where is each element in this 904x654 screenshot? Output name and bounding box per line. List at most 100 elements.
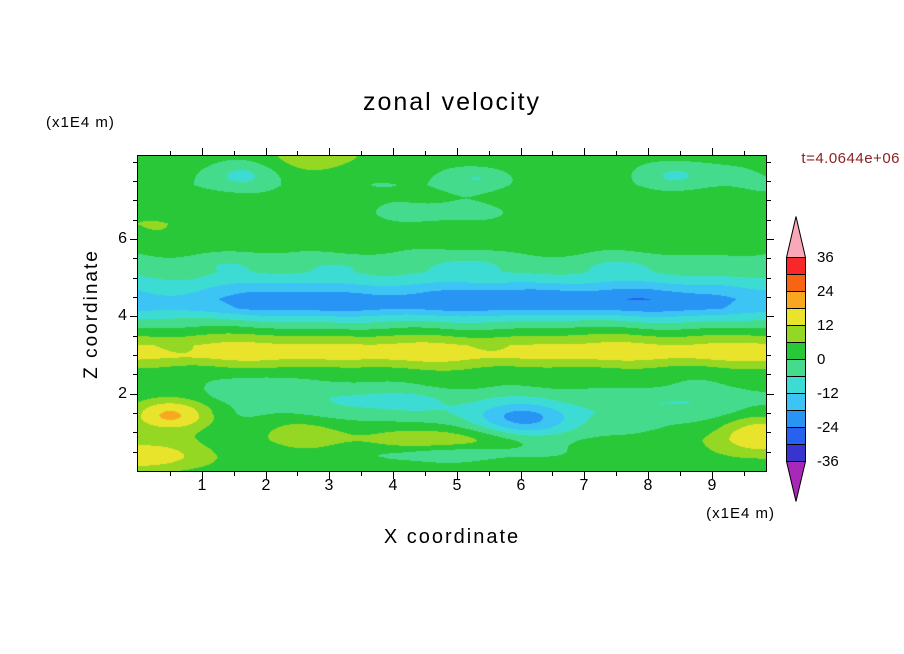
colorbar-cell — [786, 274, 806, 292]
z-tick — [767, 239, 774, 240]
x-tick — [266, 472, 267, 479]
colorbar-cell — [786, 325, 806, 343]
x-tick-label: 2 — [261, 477, 271, 494]
colorbar-cell — [786, 291, 806, 309]
z-tick — [133, 297, 137, 298]
x-tick-label: 1 — [197, 477, 207, 494]
x-tick — [202, 148, 203, 155]
colorbar-cell — [786, 410, 806, 428]
z-tick — [133, 374, 137, 375]
x-tick — [457, 472, 458, 479]
x-tick — [616, 151, 617, 155]
z-tick-label: 6 — [118, 230, 127, 247]
x-tick — [552, 472, 553, 476]
colorbar-cell — [786, 359, 806, 377]
x-tick — [297, 151, 298, 155]
z-tick — [133, 452, 137, 453]
x-tick-label: 5 — [452, 477, 462, 494]
z-tick — [133, 200, 137, 201]
x-tick — [170, 151, 171, 155]
x-tick — [680, 472, 681, 476]
z-tick — [767, 181, 771, 182]
chart-title: zonal velocity — [362, 88, 542, 116]
x-tick — [202, 472, 203, 479]
z-tick — [133, 162, 137, 163]
z-tick-label: 2 — [118, 385, 127, 402]
z-tick — [133, 413, 137, 414]
z-tick — [133, 355, 137, 356]
time-annotation: t=4.0644e+06 — [801, 150, 900, 167]
colorbar-over-arrow-icon — [785, 216, 807, 258]
x-tick — [297, 472, 298, 476]
z-tick — [133, 181, 137, 182]
colorbar-cell — [786, 427, 806, 445]
z-tick — [767, 162, 771, 163]
colorbar-cell — [786, 376, 806, 394]
colorbar-label: -36 — [817, 453, 839, 470]
plot-frame — [137, 155, 767, 472]
colorbar-label: -12 — [817, 385, 839, 402]
x-tick — [712, 148, 713, 155]
z-tick — [767, 452, 771, 453]
z-tick — [767, 220, 771, 221]
x-axis-label: X coordinate — [383, 526, 521, 548]
z-tick — [133, 432, 137, 433]
z-tick — [767, 374, 771, 375]
z-tick — [133, 258, 137, 259]
z-tick-label: 4 — [118, 307, 127, 324]
z-tick — [767, 413, 771, 414]
x-tick — [489, 151, 490, 155]
x-tick — [361, 472, 362, 476]
colorbar-label: 12 — [817, 317, 834, 334]
z-tick — [133, 336, 137, 337]
colorbar-label: 36 — [817, 249, 834, 266]
x-axis-unit: (x1E4 m) — [706, 505, 775, 522]
x-tick — [425, 151, 426, 155]
x-tick — [680, 151, 681, 155]
x-tick — [393, 472, 394, 479]
z-tick — [767, 258, 771, 259]
x-tick-label: 3 — [324, 477, 334, 494]
z-tick — [130, 394, 137, 395]
x-tick — [234, 472, 235, 476]
x-tick — [552, 151, 553, 155]
x-tick — [329, 148, 330, 155]
x-tick — [584, 472, 585, 479]
x-tick — [266, 148, 267, 155]
colorbar-cell — [786, 342, 806, 360]
x-tick — [744, 472, 745, 476]
colorbar — [785, 216, 807, 502]
x-tick — [616, 472, 617, 476]
x-tick — [329, 472, 330, 479]
z-tick — [767, 394, 774, 395]
x-tick — [457, 148, 458, 155]
x-tick-label: 8 — [643, 477, 653, 494]
colorbar-label: -24 — [817, 419, 839, 436]
x-tick — [584, 148, 585, 155]
x-tick — [489, 472, 490, 476]
x-tick-label: 9 — [707, 477, 717, 494]
z-tick — [767, 355, 771, 356]
contour-canvas — [138, 156, 766, 471]
x-tick — [744, 151, 745, 155]
z-tick — [130, 316, 137, 317]
z-tick — [767, 432, 771, 433]
z-tick — [767, 278, 771, 279]
colorbar-label: 24 — [817, 283, 834, 300]
x-tick — [648, 472, 649, 479]
z-tick — [133, 278, 137, 279]
z-tick — [767, 297, 771, 298]
x-tick — [170, 472, 171, 476]
z-tick — [767, 316, 774, 317]
x-tick-label: 4 — [388, 477, 398, 494]
y-axis-unit: (x1E4 m) — [46, 114, 115, 131]
z-tick — [130, 239, 137, 240]
x-tick — [521, 148, 522, 155]
colorbar-cell — [786, 444, 806, 462]
z-tick — [767, 336, 771, 337]
colorbar-label: 0 — [817, 351, 826, 368]
x-tick — [361, 151, 362, 155]
colorbar-cell — [786, 393, 806, 411]
colorbar-cell — [786, 257, 806, 275]
